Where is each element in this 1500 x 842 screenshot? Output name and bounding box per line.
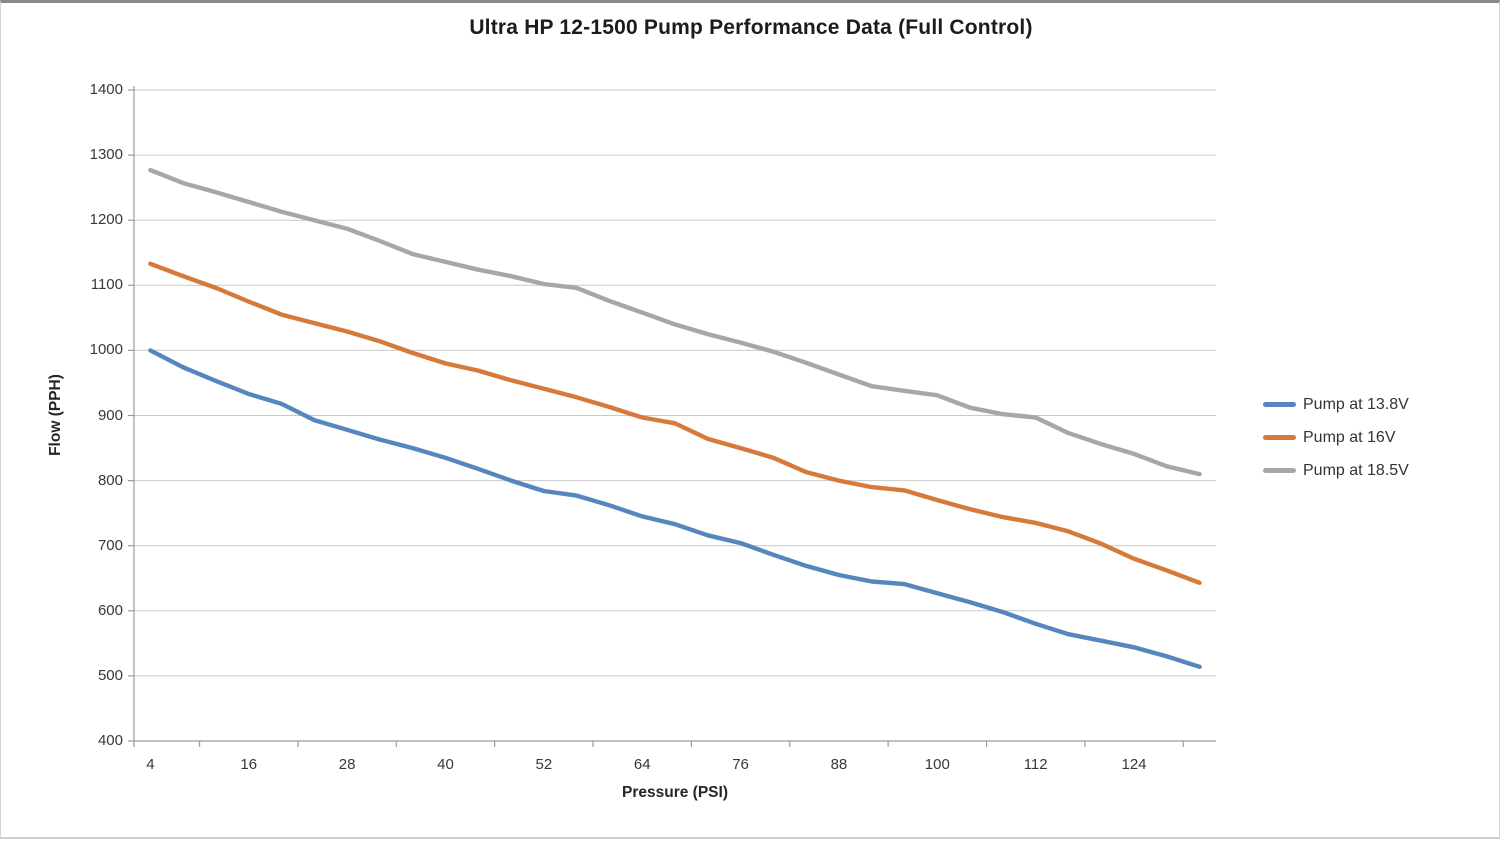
x-tick-label: 40 — [437, 756, 454, 773]
y-axis-title: Flow (PPH) — [47, 374, 64, 456]
x-tick-label: 28 — [338, 756, 356, 773]
legend: Pump at 13.8V Pump at 16V Pump at 18.5V — [1263, 388, 1409, 487]
legend-label: Pump at 16V — [1303, 428, 1396, 446]
x-tick-label: 16 — [240, 756, 258, 773]
y-tick-label: 800 — [97, 471, 123, 489]
y-tick-label: 1100 — [90, 276, 123, 294]
legend-item: Pump at 16V — [1263, 421, 1409, 454]
y-tick-label: 1300 — [89, 146, 123, 164]
plot-area — [128, 86, 1216, 747]
legend-item: Pump at 13.8V — [1263, 388, 1409, 421]
legend-swatch-icon — [1263, 468, 1296, 473]
x-tick-label: 124 — [1121, 756, 1147, 773]
x-axis-title: Pressure (PSI) — [622, 784, 728, 801]
x-tick-label: 88 — [830, 756, 848, 773]
y-tick-label: 1000 — [89, 341, 123, 359]
x-tick-label: 4 — [146, 756, 155, 773]
legend-label: Pump at 18.5V — [1303, 461, 1409, 479]
legend-label: Pump at 13.8V — [1303, 395, 1409, 413]
x-tick-label: 100 — [924, 756, 950, 773]
chart-title: Ultra HP 12-1500 Pump Performance Data (… — [469, 16, 1033, 39]
y-tick-label: 1400 — [89, 81, 123, 98]
x-tick-label: 64 — [633, 756, 651, 773]
x-tick-label: 112 — [1023, 756, 1048, 773]
legend-swatch-icon — [1263, 402, 1296, 407]
legend-swatch-icon — [1263, 435, 1296, 440]
y-tick-label: 400 — [97, 732, 123, 749]
series-line-pump-at-16v — [148, 261, 1202, 585]
series-line-pump-at-18.5v — [148, 167, 1202, 477]
y-tick-label: 500 — [97, 666, 123, 684]
y-tick-label: 600 — [97, 601, 123, 619]
y-tick-label: 1200 — [89, 211, 123, 229]
x-tick-label: 52 — [535, 756, 553, 773]
series-line-pump-at-13.8v — [148, 348, 1202, 669]
legend-item: Pump at 18.5V — [1263, 454, 1409, 487]
y-tick-label: 700 — [97, 536, 123, 554]
y-tick-label: 900 — [97, 406, 123, 424]
x-tick-label: 76 — [732, 756, 749, 773]
